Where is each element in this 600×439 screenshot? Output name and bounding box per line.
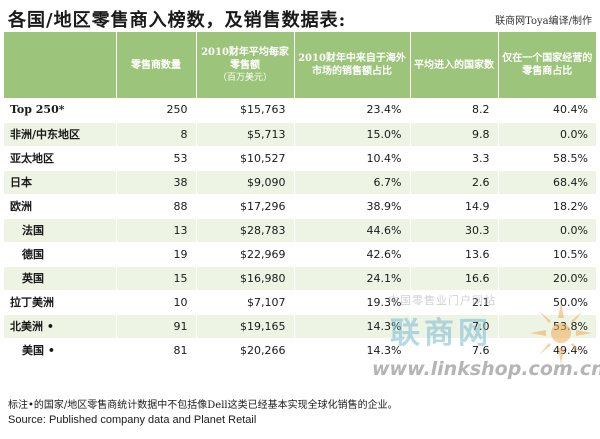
cell-avg-countries: 30.3 [410, 218, 499, 243]
cell-region: 北美洲 • [4, 314, 117, 339]
watermark-caption: 中国零售业门户网站 [388, 294, 496, 307]
cell-single-country-share: 58.5% [498, 146, 596, 171]
cell-region: 法国 [4, 218, 117, 243]
cell-avg-sales: $15,763 [196, 98, 295, 123]
cell-avg-countries: 7.6 [410, 338, 499, 363]
cell-avg-sales: $22,969 [196, 242, 295, 267]
header-foreign-share: 2010财年中来自于海外市场的销售额占比 [294, 32, 411, 98]
cell-avg-sales: $16,980 [196, 266, 295, 291]
cell-foreign-share: 14.3% [294, 314, 411, 339]
cell-retailer-count: 15 [116, 266, 197, 291]
cell-foreign-share: 14.3% [294, 338, 411, 363]
cell-avg-sales: $7,107 [196, 290, 295, 315]
cell-single-country-share: 0.0% [498, 218, 596, 243]
cell-foreign-share: 10.4% [294, 146, 411, 171]
cell-region: 非洲/中东地区 [4, 122, 117, 147]
cell-foreign-share: 24.1% [294, 266, 411, 291]
retail-data-table: 零售商数量 2010财年平均每家零售额 （百万美元） 2010财年中来自于海外市… [4, 32, 596, 363]
cell-region: 日本 [4, 170, 117, 195]
header-retailer-count: 零售商数量 [116, 32, 197, 98]
cell-avg-countries: 8.2 [410, 98, 499, 123]
header-avg-sales: 2010财年平均每家零售额 （百万美元） [196, 32, 295, 98]
cell-region: 拉丁美洲 [4, 290, 117, 315]
cell-region: 美国 • [4, 338, 117, 363]
table-row: 拉丁美洲 10 $7,107 19.3% 2.1 50.0% [4, 290, 596, 315]
cell-region: 亚太地区 [4, 146, 117, 171]
table-row: 亚太地区 53 $10,527 10.4% 3.3 58.5% [4, 146, 596, 171]
cell-avg-countries: 3.3 [410, 146, 499, 171]
footnote: 标注•的国家/地区零售商统计数据中不包括像Dell这类已经基本实现全球化销售的企… [8, 400, 398, 411]
cell-single-country-share: 50.0% [498, 290, 596, 315]
cell-retailer-count: 53 [116, 146, 197, 171]
table-row: 非洲/中东地区 8 $5,713 15.0% 9.8 0.0% [4, 122, 596, 147]
cell-avg-sales: $10,527 [196, 146, 295, 171]
cell-foreign-share: 23.4% [294, 98, 411, 123]
cell-avg-countries: 14.9 [410, 194, 499, 219]
cell-retailer-count: 19 [116, 242, 197, 267]
table-row: 日本 38 $9,090 6.7% 2.6 68.4% [4, 170, 596, 195]
cell-region: 德国 [4, 242, 117, 267]
cell-single-country-share: 68.4% [498, 170, 596, 195]
table-row: 美国 • 81 $20,266 14.3% 7.6 49.4% [4, 338, 596, 363]
cell-avg-countries: 2.6 [410, 170, 499, 195]
watermark-logo-text: 联商网 [390, 316, 492, 351]
cell-foreign-share: 42.6% [294, 242, 411, 267]
cell-single-country-share: 20.0% [498, 266, 596, 291]
cell-avg-countries: 13.6 [410, 242, 499, 267]
cell-avg-sales: $20,266 [196, 338, 295, 363]
cell-avg-countries: 7.0 [410, 314, 499, 339]
cell-avg-sales: $19,165 [196, 314, 295, 339]
cell-foreign-share: 15.0% [294, 122, 411, 147]
cell-retailer-count: 8 [116, 122, 197, 147]
cell-single-country-share: 0.0% [498, 122, 596, 147]
cell-foreign-share: 6.7% [294, 170, 411, 195]
cell-retailer-count: 10 [116, 290, 197, 315]
cell-single-country-share: 10.5% [498, 242, 596, 267]
table-row: 德国 19 $22,969 42.6% 13.6 10.5% [4, 242, 596, 267]
data-table-container: 零售商数量 2010财年平均每家零售额 （百万美元） 2010财年中来自于海外市… [4, 32, 596, 363]
cell-retailer-count: 38 [116, 170, 197, 195]
cell-avg-countries: 9.8 [410, 122, 499, 147]
watermark-url: www.linkshop.com.cn [372, 358, 600, 380]
header-avg-sales-unit: （百万美元） [217, 72, 272, 83]
cell-avg-countries: 16.6 [410, 266, 499, 291]
table-row: 英国 15 $16,980 24.1% 16.6 20.0% [4, 266, 596, 291]
page-title: 各国/地区零售商入榜数，及销售数据表: [8, 10, 347, 31]
cell-single-country-share: 18.2% [498, 194, 596, 219]
cell-avg-countries: 2.1 [410, 290, 499, 315]
cell-foreign-share: 44.6% [294, 218, 411, 243]
header-single-country-share: 仅在一个国家经营的零售商占比 [502, 53, 593, 77]
cell-foreign-share: 38.9% [294, 194, 411, 219]
table-row: Top 250* 250 $15,763 23.4% 8.2 40.4% [4, 98, 596, 123]
sun-logo-icon [530, 302, 592, 364]
cell-retailer-count: 88 [116, 194, 197, 219]
table-body: Top 250* 250 $15,763 23.4% 8.2 40.4% 非洲/中东地区 8 $… [4, 98, 596, 363]
source-line: Source: Published company data and Plane… [8, 414, 257, 426]
cell-region: 欧洲 [4, 194, 117, 219]
cell-retailer-count: 91 [116, 314, 197, 339]
table-row: 欧洲 88 $17,296 38.9% 14.9 18.2% [4, 194, 596, 219]
cell-avg-sales: $9,090 [196, 170, 295, 195]
cell-retailer-count: 81 [116, 338, 197, 363]
cell-region: 英国 [4, 266, 117, 291]
cell-single-country-share: 40.4% [498, 98, 596, 123]
cell-retailer-count: 250 [116, 98, 197, 123]
table-row: 法国 13 $28,783 44.6% 30.3 0.0% [4, 218, 596, 243]
table-header-row: 零售商数量 2010财年平均每家零售额 （百万美元） 2010财年中来自于海外市… [4, 32, 596, 98]
cell-avg-sales: $5,713 [196, 122, 295, 147]
cell-foreign-share: 19.3% [294, 290, 411, 315]
cell-region: Top 250* [4, 98, 117, 123]
header-region [4, 32, 117, 98]
header-avg-countries: 平均进入的国家数 [410, 32, 499, 98]
cell-avg-sales: $17,296 [196, 194, 295, 219]
cell-avg-sales: $28,783 [196, 218, 295, 243]
credit-line: 联商网Toya编译/制作 [495, 16, 592, 27]
cell-retailer-count: 13 [116, 218, 197, 243]
table-row: 北美洲 • 91 $19,165 14.3% 7.0 53.8% [4, 314, 596, 339]
